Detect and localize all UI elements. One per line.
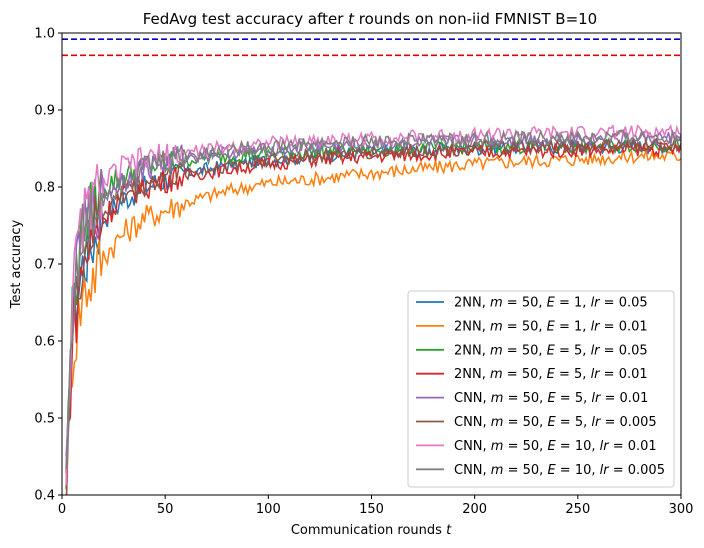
legend-entry: CNN, m = 50, E = 5, lr = 0.005 <box>454 415 657 430</box>
y-axis-ticks: 0.4 0.5 0.6 0.7 0.8 0.9 1.0 <box>34 27 62 504</box>
series-lines <box>65 123 681 495</box>
x-tick-label: 100 <box>256 502 281 517</box>
y-axis-label: Test accuracy <box>9 220 24 310</box>
legend: 2NN, m = 50, E = 1, lr = 0.05 2NN, m = 50… <box>407 290 675 488</box>
x-tick-label: 0 <box>58 502 66 517</box>
x-tick-label: 250 <box>565 502 590 517</box>
legend-entry: 2NN, m = 50, E = 1, lr = 0.01 <box>454 319 648 334</box>
legend-entry: 2NN, m = 50, E = 5, lr = 0.05 <box>454 343 648 358</box>
y-tick-label: 0.6 <box>34 335 55 350</box>
legend-entry: 2NN, m = 50, E = 5, lr = 0.01 <box>454 367 648 382</box>
legend-entry: CNN, m = 50, E = 10, lr = 0.01 <box>454 439 657 454</box>
chart-title: FedAvg test accuracy after t rounds on n… <box>143 10 597 28</box>
legend-entry: CNN, m = 50, E = 10, lr = 0.005 <box>454 463 665 478</box>
y-tick-label: 0.5 <box>34 412 55 427</box>
x-tick-label: 150 <box>359 502 384 517</box>
series-line-2 <box>65 149 681 495</box>
series-line-7 <box>65 123 681 486</box>
x-axis-label: Communication rounds t <box>291 523 452 538</box>
x-tick-label: 50 <box>157 502 174 517</box>
y-tick-label: 0.9 <box>34 104 55 119</box>
y-tick-label: 0.8 <box>34 181 55 196</box>
y-tick-label: 0.4 <box>34 489 55 504</box>
reference-lines <box>62 38 681 57</box>
series-line-8 <box>65 129 681 470</box>
y-tick-label: 1.0 <box>34 27 55 42</box>
legend-entry: 2NN, m = 50, E = 1, lr = 0.05 <box>454 296 648 311</box>
legend-frame <box>407 290 675 488</box>
x-axis-ticks: 0 50 100 150 200 250 300 <box>58 495 694 517</box>
x-tick-label: 200 <box>462 502 487 517</box>
y-tick-label: 0.7 <box>34 258 55 273</box>
legend-entry: CNN, m = 50, E = 5, lr = 0.01 <box>454 391 648 406</box>
x-tick-label: 300 <box>669 502 694 517</box>
